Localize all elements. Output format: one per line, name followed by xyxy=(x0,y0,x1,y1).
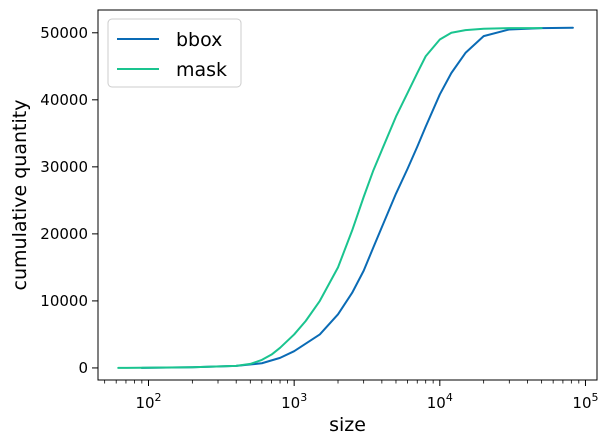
x-tick-label: 103 xyxy=(281,391,307,412)
x-tick-label: 104 xyxy=(427,391,453,412)
x-tick-label: 105 xyxy=(572,391,598,412)
plot-area xyxy=(117,26,574,369)
y-tick-label: 0 xyxy=(78,359,88,377)
legend: bbox mask xyxy=(107,18,242,88)
series-line-bbox xyxy=(140,26,574,369)
legend-label: mask xyxy=(176,59,227,81)
y-tick-label: 30000 xyxy=(40,158,88,176)
x-axis-label: size xyxy=(329,414,366,436)
y-axis-label: cumulative quantity xyxy=(9,100,31,291)
plot-frame xyxy=(97,9,598,381)
y-tick-label: 10000 xyxy=(40,292,88,310)
x-axis: 102 103 104 105 xyxy=(104,380,599,412)
y-tick-label: 50000 xyxy=(40,24,88,42)
series-line-mask xyxy=(117,27,543,369)
x-tick-label: 102 xyxy=(135,391,161,412)
legend-label: bbox xyxy=(176,29,222,51)
y-tick-label: 20000 xyxy=(40,225,88,243)
y-tick-label: 40000 xyxy=(40,91,88,109)
y-axis: 0 10000 20000 30000 40000 50000 xyxy=(40,24,98,377)
